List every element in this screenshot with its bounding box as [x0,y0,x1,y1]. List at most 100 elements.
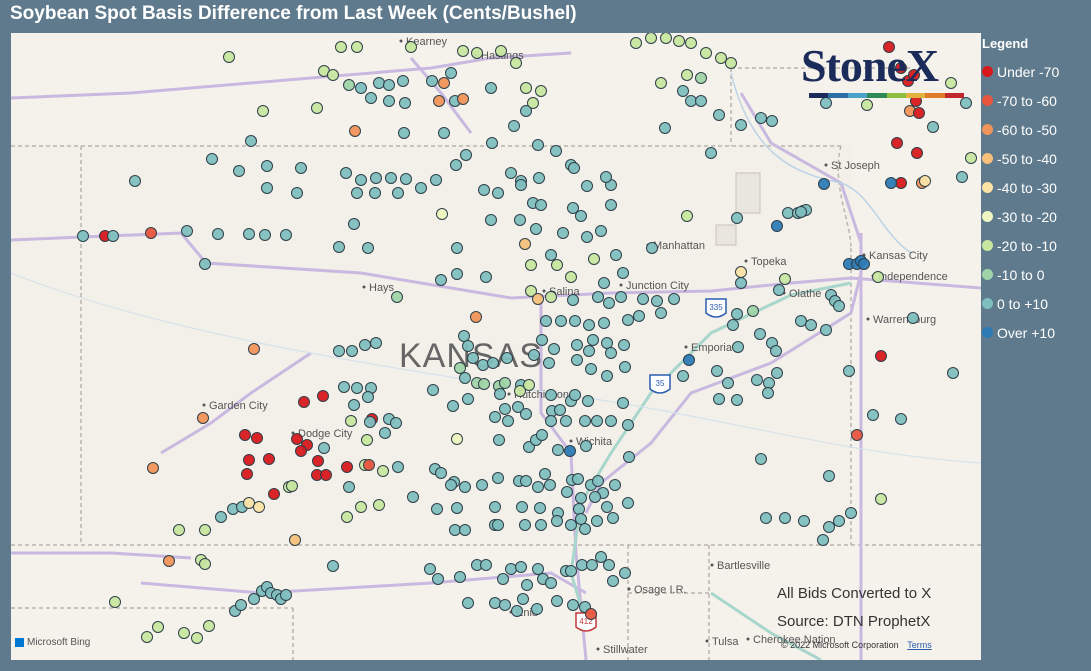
data-point [377,465,389,477]
brand-name: StoneX [801,40,939,91]
data-point [528,349,540,361]
data-point [535,199,547,211]
source-note: Source: DTN ProphetX [777,613,931,630]
data-point [575,492,587,504]
data-point [833,300,845,312]
route-shield-label: 335 [709,303,723,312]
legend-item[interactable]: -40 to -30 [982,173,1087,202]
legend-swatch-icon [982,240,993,251]
legend-swatch-icon [982,66,993,77]
data-point [551,595,563,607]
data-point [362,242,374,254]
data-point [492,187,504,199]
data-point [280,229,292,241]
data-point [239,429,251,441]
data-point [567,202,579,214]
data-point [610,249,622,261]
data-point [385,172,397,184]
data-point [919,175,931,187]
legend-label: -60 to -50 [997,121,1057,138]
legend-item[interactable]: -30 to -20 [982,202,1087,231]
legend-item[interactable]: -50 to -40 [982,144,1087,173]
data-point [253,501,265,513]
data-point [545,577,557,589]
data-point [345,415,357,427]
data-point [521,579,533,591]
legend-swatch-icon [982,298,993,309]
data-point [845,507,857,519]
data-point [348,399,360,411]
data-point [617,267,629,279]
legend-item[interactable]: Under -70 [982,57,1087,86]
legend-label: Under -70 [997,63,1060,80]
data-point [327,560,339,572]
state-border [837,145,852,249]
legend-item[interactable]: 0 to +10 [982,289,1087,318]
data-point [609,479,621,491]
map-view[interactable]: KearneyHastingsSt JosephManhattanTopekaK… [11,33,981,660]
data-point [695,95,707,107]
data-point [618,339,630,351]
legend-item[interactable]: -60 to -50 [982,115,1087,144]
legend-swatch-icon [982,124,993,135]
data-point [397,75,409,87]
data-point [515,179,527,191]
city-marker-icon [746,637,750,641]
data-point [911,147,923,159]
highway-oklahoma [140,571,587,595]
data-point [732,341,744,353]
data-point [173,524,185,536]
data-point [519,238,531,250]
city-marker-icon [744,259,748,263]
data-point [581,180,593,192]
data-point [248,343,260,355]
data-point [683,354,695,366]
data-point [823,521,835,533]
terms-link[interactable]: Terms [907,640,932,650]
data-point [438,77,450,89]
data-point [268,488,280,500]
data-point [755,112,767,124]
data-point [320,469,332,481]
city-marker-icon [705,639,709,643]
data-point [773,284,785,296]
data-point [725,57,737,69]
data-point [820,324,832,336]
data-point [668,293,680,305]
data-point [514,385,526,397]
data-point [805,319,817,331]
data-point [532,293,544,305]
data-point [259,229,271,241]
data-point [355,501,367,513]
data-point [147,462,159,474]
data-point [141,631,153,643]
data-point [622,314,634,326]
data-point [677,370,689,382]
legend-item[interactable]: -20 to -10 [982,231,1087,260]
data-point [535,85,547,97]
data-point [532,139,544,151]
data-point [343,481,355,493]
data-point [681,69,693,81]
data-point [349,125,361,137]
data-point [261,182,273,194]
map-canvas[interactable]: KearneyHastingsSt JosephManhattanTopekaK… [11,33,981,660]
data-point [343,79,355,91]
legend-title: Legend [982,36,1029,51]
highway-us50 [160,351,312,455]
data-point [107,230,119,242]
data-point [645,33,657,44]
city-marker-icon [202,403,206,407]
city-label: Warrensburg [873,314,936,326]
data-point [212,228,224,240]
legend-item[interactable]: -70 to -60 [982,86,1087,115]
data-point [399,97,411,109]
data-point [956,171,968,183]
legend-item[interactable]: -10 to 0 [982,260,1087,289]
data-point [485,82,497,94]
data-point [241,468,253,480]
legend-item[interactable]: Over +10 [982,318,1087,347]
bing-label: Microsoft Bing [27,637,91,648]
highway-north [11,51,572,100]
data-point [798,515,810,527]
